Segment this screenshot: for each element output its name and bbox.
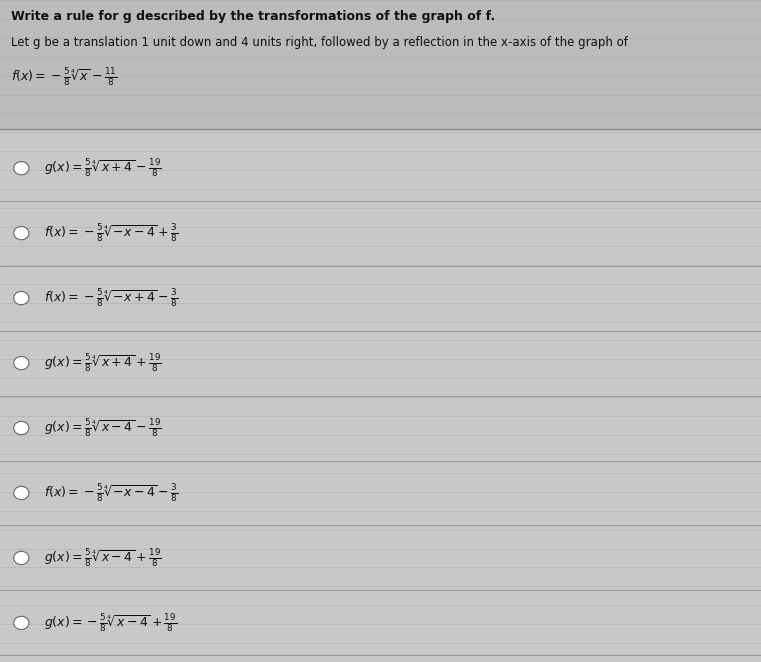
Text: $g(x) = \frac{5}{8}\sqrt[4]{x-4} - \frac{19}{8}$: $g(x) = \frac{5}{8}\sqrt[4]{x-4} - \frac… <box>44 417 162 439</box>
Circle shape <box>14 162 29 175</box>
Circle shape <box>14 291 29 305</box>
Text: $f(x) = -\frac{5}{8}\sqrt[4]{-x-4} - \frac{3}{8}$: $f(x) = -\frac{5}{8}\sqrt[4]{-x-4} - \fr… <box>44 482 179 504</box>
Text: $g(x) = -\frac{5}{8}\sqrt[4]{x-4} + \frac{19}{8}$: $g(x) = -\frac{5}{8}\sqrt[4]{x-4} + \fra… <box>44 612 177 634</box>
Text: Let g be a translation 1 unit down and 4 units right, followed by a reflection i: Let g be a translation 1 unit down and 4… <box>11 36 629 50</box>
Circle shape <box>14 487 29 500</box>
Circle shape <box>14 356 29 369</box>
Circle shape <box>14 551 29 565</box>
Text: $g(x) = \frac{5}{8}\sqrt[4]{x+4} + \frac{19}{8}$: $g(x) = \frac{5}{8}\sqrt[4]{x+4} + \frac… <box>44 352 162 374</box>
Circle shape <box>14 616 29 630</box>
Circle shape <box>14 226 29 240</box>
Text: Write a rule for g described by the transformations of the graph of f.: Write a rule for g described by the tran… <box>11 10 495 23</box>
Circle shape <box>14 422 29 435</box>
Bar <box>0 0 761 129</box>
Text: $g(x) = \frac{5}{8}\sqrt[4]{x-4} + \frac{19}{8}$: $g(x) = \frac{5}{8}\sqrt[4]{x-4} + \frac… <box>44 547 162 569</box>
Text: $f(x) = -\frac{5}{8}\sqrt[4]{x} - \frac{11}{8}$: $f(x) = -\frac{5}{8}\sqrt[4]{x} - \frac{… <box>11 66 118 88</box>
Text: $f(x) = -\frac{5}{8}\sqrt[4]{-x-4} + \frac{3}{8}$: $f(x) = -\frac{5}{8}\sqrt[4]{-x-4} + \fr… <box>44 222 179 244</box>
Text: $f(x) = -\frac{5}{8}\sqrt[4]{-x+4} - \frac{3}{8}$: $f(x) = -\frac{5}{8}\sqrt[4]{-x+4} - \fr… <box>44 287 179 309</box>
Text: $g(x) = \frac{5}{8}\sqrt[4]{x+4} - \frac{19}{8}$: $g(x) = \frac{5}{8}\sqrt[4]{x+4} - \frac… <box>44 158 162 179</box>
